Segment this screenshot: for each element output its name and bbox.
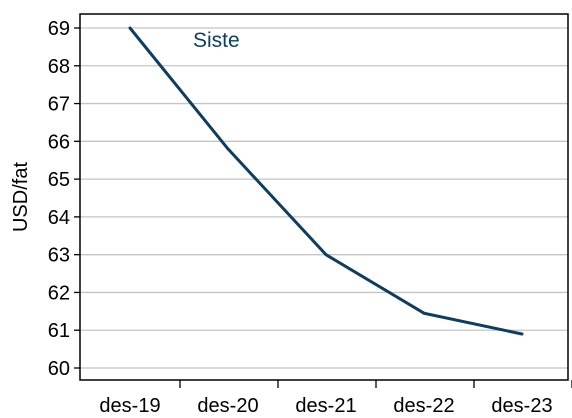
y-tick-label: 63 bbox=[48, 245, 70, 267]
data-point bbox=[226, 147, 230, 151]
x-tick-label: des-23 bbox=[491, 395, 552, 417]
gridlines bbox=[80, 27, 568, 369]
data-point bbox=[520, 332, 524, 336]
y-axis-title: USD/fat bbox=[10, 162, 32, 232]
x-axis: des-19 des-20 des-21 des-22 des-23 bbox=[99, 380, 572, 417]
y-tick-label: 69 bbox=[48, 18, 70, 40]
series-group: Siste bbox=[128, 26, 524, 336]
y-tick-label: 64 bbox=[48, 207, 70, 229]
y-axis: 60 61 62 63 64 65 66 67 68 69 bbox=[48, 18, 80, 380]
y-tick-label: 62 bbox=[48, 282, 70, 304]
y-tick-label: 61 bbox=[48, 320, 70, 342]
data-point bbox=[324, 253, 328, 257]
series-label: Siste bbox=[193, 29, 240, 52]
y-tick-label: 67 bbox=[48, 94, 70, 116]
plot-frame bbox=[79, 13, 569, 381]
x-tick-label: des-19 bbox=[99, 395, 160, 417]
x-tick-label: des-22 bbox=[393, 395, 454, 417]
y-tick-label: 60 bbox=[48, 358, 70, 380]
series-line-siste bbox=[128, 27, 523, 336]
data-point bbox=[128, 26, 132, 30]
data-point bbox=[422, 311, 426, 315]
x-tick-label: des-20 bbox=[197, 395, 258, 417]
x-tick-label: des-21 bbox=[295, 395, 356, 417]
y-tick-label: 65 bbox=[48, 169, 70, 191]
y-tick-label: 68 bbox=[48, 56, 70, 78]
y-tick-label: 66 bbox=[48, 131, 70, 153]
